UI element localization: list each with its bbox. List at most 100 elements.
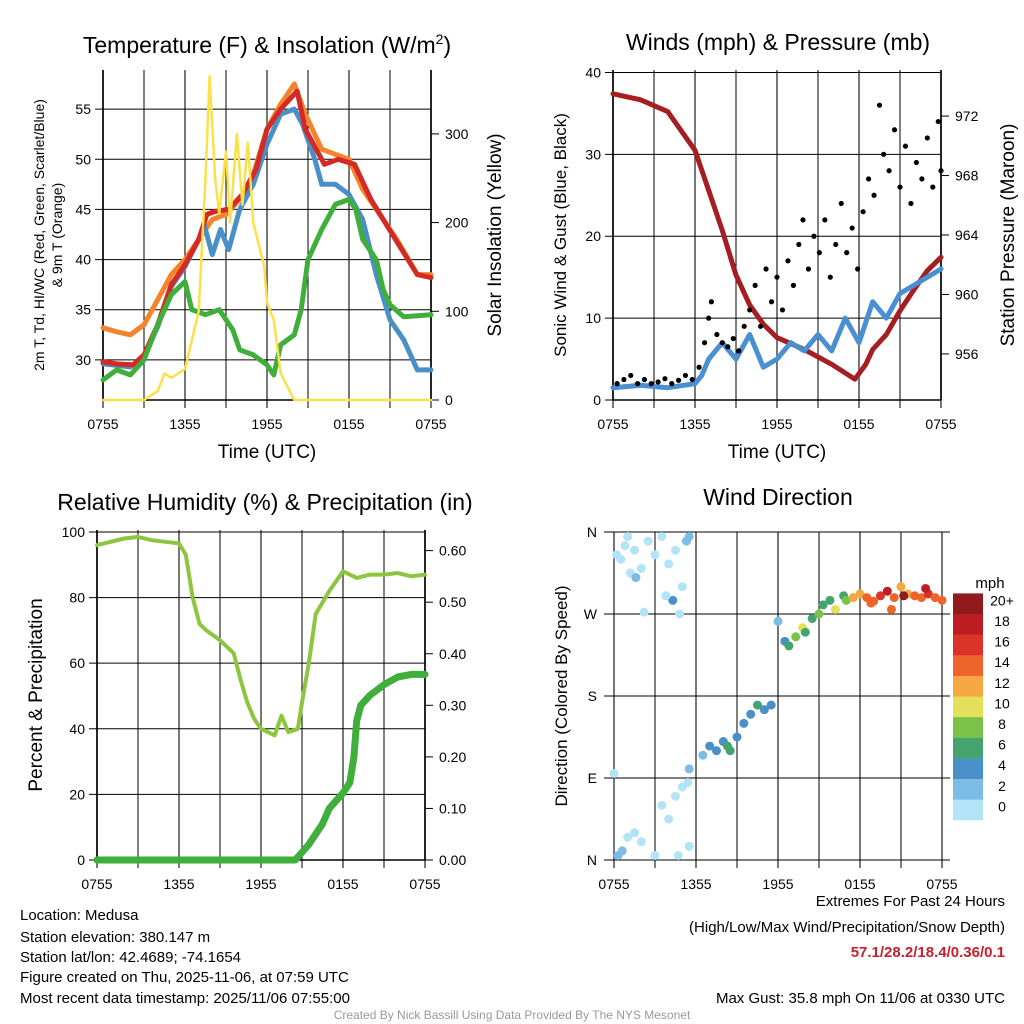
direction-point <box>800 627 810 637</box>
gust-point <box>924 135 930 141</box>
direction-point <box>671 791 680 801</box>
gust-point <box>696 364 702 370</box>
gust-point <box>736 348 742 354</box>
direction-point <box>814 609 824 619</box>
x-axis-label: Time (UTC) <box>728 442 827 463</box>
gust-point <box>938 168 944 174</box>
legend-label: 12 <box>994 675 1010 691</box>
direction-point <box>683 778 693 788</box>
x-tick-label: 1355 <box>680 876 711 892</box>
legend-label: 6 <box>998 737 1006 753</box>
legend-swatch <box>953 614 983 635</box>
y-axis-label: Sonic Wind & Gust (Blue, Black) <box>551 113 570 357</box>
gust-point <box>849 225 855 231</box>
winds-panel: Winds (mph) & Pressure (mb) Time (UTC) S… <box>551 29 1019 463</box>
y-tick-label: 60 <box>69 655 85 671</box>
direction-point <box>636 563 646 573</box>
direction-point <box>643 536 653 546</box>
series-line-sonic-wind <box>610 266 944 391</box>
direction-point <box>930 593 940 603</box>
direction-point <box>766 700 776 710</box>
extremes-values: 57.1/28.2/18.4/0.36/0.1 <box>851 944 1005 961</box>
gust-point <box>822 217 828 223</box>
direction-point <box>650 550 660 560</box>
y-tick-label: 50 <box>75 151 91 167</box>
y-axis-label: Direction (Colored By Speed) <box>552 585 571 806</box>
gust-point <box>886 168 892 174</box>
direction-point <box>684 764 694 774</box>
elevation-text: Station elevation: 380.147 m <box>20 929 210 946</box>
direction-point <box>830 604 840 614</box>
y2-tick-label: 964 <box>955 227 979 243</box>
direction-point <box>921 583 931 593</box>
gust-point <box>641 376 648 383</box>
y-tick-label: 40 <box>585 64 601 80</box>
y-tick-label: 35 <box>75 302 91 318</box>
direction-point <box>661 591 671 601</box>
direction-point <box>617 846 627 856</box>
gust-point <box>730 335 736 342</box>
direction-point <box>818 600 828 610</box>
direction-point <box>759 705 769 715</box>
x-tick-label: 0755 <box>81 876 112 892</box>
y-tick-label: 55 <box>75 101 91 117</box>
direction-point <box>841 595 851 605</box>
y-tick-label: W <box>584 606 598 622</box>
legend-swatch <box>953 696 983 718</box>
gust-point <box>891 127 898 133</box>
x-tick-label: 0755 <box>926 876 957 892</box>
x-tick-label: 1955 <box>762 876 793 892</box>
x-axis-label: Time (UTC) <box>218 442 317 463</box>
legend-label: 18 <box>994 613 1010 629</box>
y-tick-label: 0 <box>593 392 601 408</box>
y-tick-label: 80 <box>69 590 85 606</box>
credit-text: Created By Nick Bassill Using Data Provi… <box>334 1008 691 1022</box>
x-tick-label: 1355 <box>169 416 200 432</box>
direction-point <box>886 604 896 614</box>
x-tick-label: 1355 <box>163 876 194 892</box>
direction-point <box>675 609 685 619</box>
latlon-text: Station lat/lon: 42.4689; -74.1654 <box>20 949 241 966</box>
x-tick-label: 0755 <box>597 416 628 432</box>
gust-point <box>758 323 764 329</box>
y-axis-label: Percent & Precipitation <box>26 598 47 791</box>
gust-point <box>628 372 634 379</box>
y-tick-label: 30 <box>75 352 91 368</box>
direction-point <box>937 595 947 605</box>
gust-point <box>648 381 654 387</box>
direction-point <box>673 850 683 860</box>
gust-point <box>779 307 786 313</box>
legend-title: mph <box>975 575 1004 592</box>
direction-point <box>636 837 646 847</box>
extremes-title: Extremes For Past 24 Hours <box>816 893 1005 910</box>
legend-label: 8 <box>998 716 1006 732</box>
y-axis-label: 2m T, Td, HI/WC (Red, Green, Scarlet/Blu… <box>31 99 47 371</box>
direction-point <box>855 589 865 599</box>
gust-point <box>790 282 797 288</box>
footer: Location: Medusa Station elevation: 380.… <box>20 893 1005 1022</box>
direction-point <box>791 632 801 642</box>
legend-swatch <box>953 655 983 676</box>
gust-point <box>816 250 822 256</box>
y-tick-label: 20 <box>585 228 601 244</box>
direction-point <box>630 545 639 555</box>
y-tick-label: N <box>587 852 597 868</box>
gust-point <box>662 376 668 382</box>
direction-point <box>876 591 885 601</box>
gust-point <box>701 340 708 346</box>
direction-point <box>620 541 630 551</box>
y2-tick-label: 0.00 <box>439 852 466 868</box>
direction-point <box>684 532 694 542</box>
x-tick-label: 0755 <box>925 416 956 432</box>
temperature-title: Temperature (F) & Insolation (W/m2) <box>83 31 451 58</box>
y-right-axis-label: Solar Insolation (Yellow) <box>485 133 506 336</box>
legend-swatch <box>953 758 983 779</box>
y2-tick-label: 0.40 <box>439 646 466 662</box>
direction-point <box>896 582 906 592</box>
y-tick-label: 20 <box>69 786 85 802</box>
y2-tick-label: 0.60 <box>439 543 466 559</box>
gust-point <box>669 381 675 387</box>
legend-swatch <box>953 737 983 759</box>
series-line-precipitation <box>93 670 429 864</box>
series-line-td <box>100 196 434 383</box>
